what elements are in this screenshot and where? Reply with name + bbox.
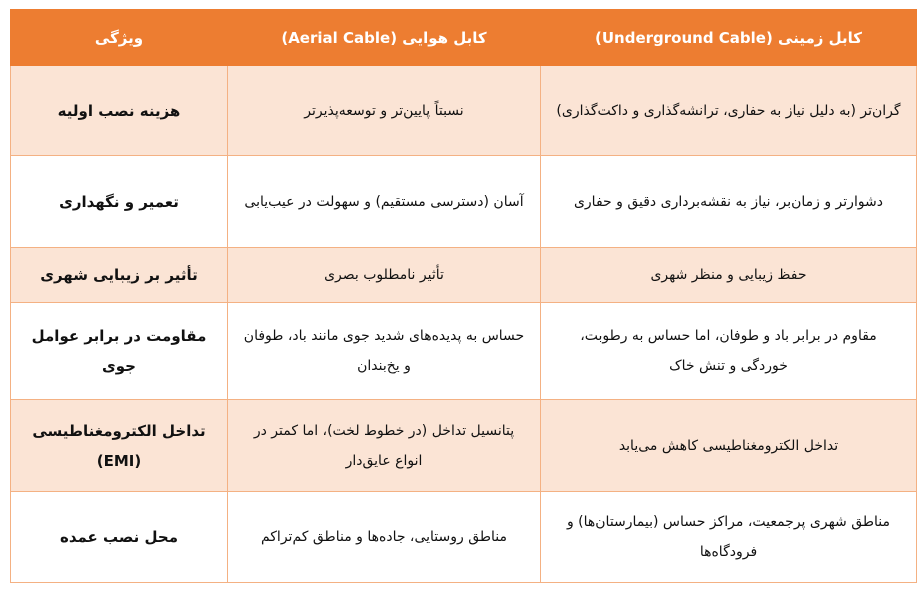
header-feature: ویژگی	[10, 9, 228, 66]
feature-cell: تأثیر بر زیبایی شهری	[10, 247, 228, 303]
feature-cell: هزینه نصب اولیه	[10, 65, 228, 156]
underground-cell: مقاوم در برابر باد و طوفان، اما حساس به …	[540, 302, 917, 400]
feature-cell: محل نصب عمده	[10, 491, 228, 583]
feature-cell: مقاومت در برابر عوامل جوی	[10, 302, 228, 400]
aerial-cell: نسبتاً پایین‌تر و توسعه‌پذیرتر	[227, 65, 541, 156]
aerial-cell: حساس به پدیده‌های شدید جوی مانند باد، طو…	[227, 302, 541, 400]
table-row: مقاومت در برابر عوامل جوی حساس به پدیده‌…	[10, 302, 917, 400]
table-row: محل نصب عمده مناطق روستایی، جاده‌ها و من…	[10, 491, 917, 583]
aerial-cell: پتانسیل تداخل (در خطوط لخت)، اما کمتر در…	[227, 399, 541, 492]
underground-cell: مناطق شهری پرجمعیت، مراکز حساس (بیمارستا…	[540, 491, 917, 583]
feature-cell: تداخل الکترومغناطیسی (EMI)	[10, 399, 228, 492]
comparison-table: ویژگی کابل هوایی (Aerial Cable) کابل زمی…	[10, 9, 917, 583]
header-underground: کابل زمینی (Underground Cable)	[540, 9, 917, 66]
underground-cell: دشوارتر و زمان‌بر، نیاز به نقشه‌برداری د…	[540, 155, 917, 248]
header-aerial: کابل هوایی (Aerial Cable)	[227, 9, 541, 66]
table-row: تداخل الکترومغناطیسی (EMI) پتانسیل تداخل…	[10, 399, 917, 492]
underground-cell: گران‌تر (به دلیل نیاز به حفاری، ترانشه‌گ…	[540, 65, 917, 156]
table-row: تعمیر و نگهداری آسان (دسترسی مستقیم) و س…	[10, 155, 917, 248]
table-row: تأثیر بر زیبایی شهری تأثیر نامطلوب بصری …	[10, 247, 917, 303]
underground-cell: حفظ زیبایی و منظر شهری	[540, 247, 917, 303]
aerial-cell: تأثیر نامطلوب بصری	[227, 247, 541, 303]
underground-cell: تداخل الکترومغناطیسی کاهش می‌یابد	[540, 399, 917, 492]
table-row: هزینه نصب اولیه نسبتاً پایین‌تر و توسعه‌…	[10, 65, 917, 156]
header-row: ویژگی کابل هوایی (Aerial Cable) کابل زمی…	[10, 9, 917, 66]
feature-cell: تعمیر و نگهداری	[10, 155, 228, 248]
aerial-cell: آسان (دسترسی مستقیم) و سهولت در عیب‌یابی	[227, 155, 541, 248]
aerial-cell: مناطق روستایی، جاده‌ها و مناطق کم‌تراکم	[227, 491, 541, 583]
